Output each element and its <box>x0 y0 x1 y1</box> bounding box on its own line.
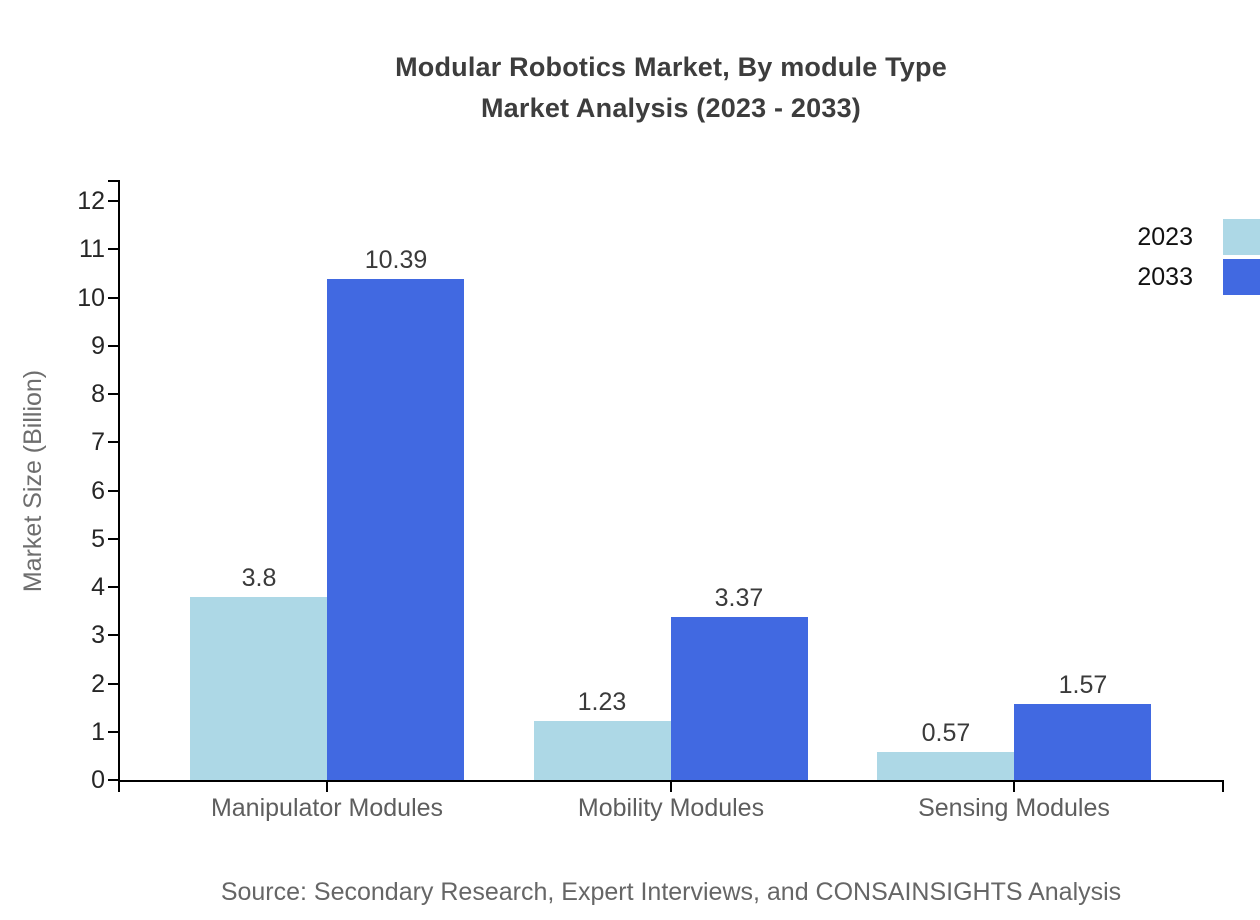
y-axis-line <box>118 180 120 782</box>
y-tick <box>108 731 118 733</box>
y-tick-label: 1 <box>91 718 105 746</box>
bar-value-label: 3.8 <box>241 564 277 592</box>
y-tick-label: 2 <box>91 670 105 698</box>
x-axis-right-cap <box>1222 780 1224 792</box>
x-axis-line <box>118 780 1224 782</box>
bar-2023-1 <box>534 721 671 780</box>
y-tick <box>108 683 118 685</box>
y-tick-label: 0 <box>91 766 105 794</box>
x-axis-left-cap <box>118 780 120 792</box>
y-tick <box>108 248 118 250</box>
y-tick-label: 5 <box>91 525 105 553</box>
y-tick-label: 12 <box>77 187 105 215</box>
y-tick-label: 9 <box>91 332 105 360</box>
y-tick <box>108 779 118 781</box>
legend-swatch <box>1223 219 1260 255</box>
y-tick-label: 10 <box>77 284 105 312</box>
legend-swatch <box>1223 259 1260 295</box>
chart-title-line2: Market Analysis (2023 - 2033) <box>480 93 861 123</box>
chart-title-line1: Modular Robotics Market, By module Type <box>395 52 947 82</box>
legend-item-2023: 2023 <box>1073 219 1260 255</box>
legend: 2023 2033 <box>1073 219 1260 299</box>
bar-value-label: 0.57 <box>921 719 971 747</box>
y-tick-label: 6 <box>91 477 105 505</box>
bar-value-label: 3.37 <box>714 584 764 612</box>
x-category-label: Manipulator Modules <box>210 794 444 822</box>
x-tick <box>326 782 328 792</box>
bar-value-label: 1.23 <box>577 688 627 716</box>
y-tick-label: 3 <box>91 621 105 649</box>
y-tick <box>108 200 118 202</box>
bar-2033-0 <box>327 279 464 780</box>
legend-label: 2023 <box>1137 222 1193 251</box>
y-tick-label: 7 <box>91 428 105 456</box>
source-note: Source: Secondary Research, Expert Inter… <box>220 878 1122 906</box>
y-tick-label: 4 <box>91 573 105 601</box>
x-tick <box>670 782 672 792</box>
bar-2033-1 <box>671 617 808 780</box>
y-tick <box>108 441 118 443</box>
y-tick <box>108 297 118 299</box>
y-axis-top-cap <box>108 180 118 182</box>
legend-label: 2033 <box>1137 262 1193 291</box>
y-tick-label: 11 <box>79 235 105 263</box>
y-tick <box>108 345 118 347</box>
y-tick <box>108 538 118 540</box>
legend-item-2033: 2033 <box>1073 259 1260 295</box>
bar-2023-0 <box>190 597 327 780</box>
x-category-label: Sensing Modules <box>918 794 1110 822</box>
bar-2023-2 <box>877 752 1014 780</box>
y-tick-label: 8 <box>91 380 105 408</box>
bar-value-label: 10.39 <box>364 246 428 274</box>
x-category-label: Mobility Modules <box>577 794 765 822</box>
bar-value-label: 1.57 <box>1058 671 1108 699</box>
bar-2033-2 <box>1014 704 1151 780</box>
chart-title: Modular Robotics Market, By module Type … <box>120 47 1222 129</box>
x-tick <box>1013 782 1015 792</box>
y-tick <box>108 586 118 588</box>
y-tick <box>108 634 118 636</box>
y-tick <box>108 490 118 492</box>
y-tick <box>108 393 118 395</box>
